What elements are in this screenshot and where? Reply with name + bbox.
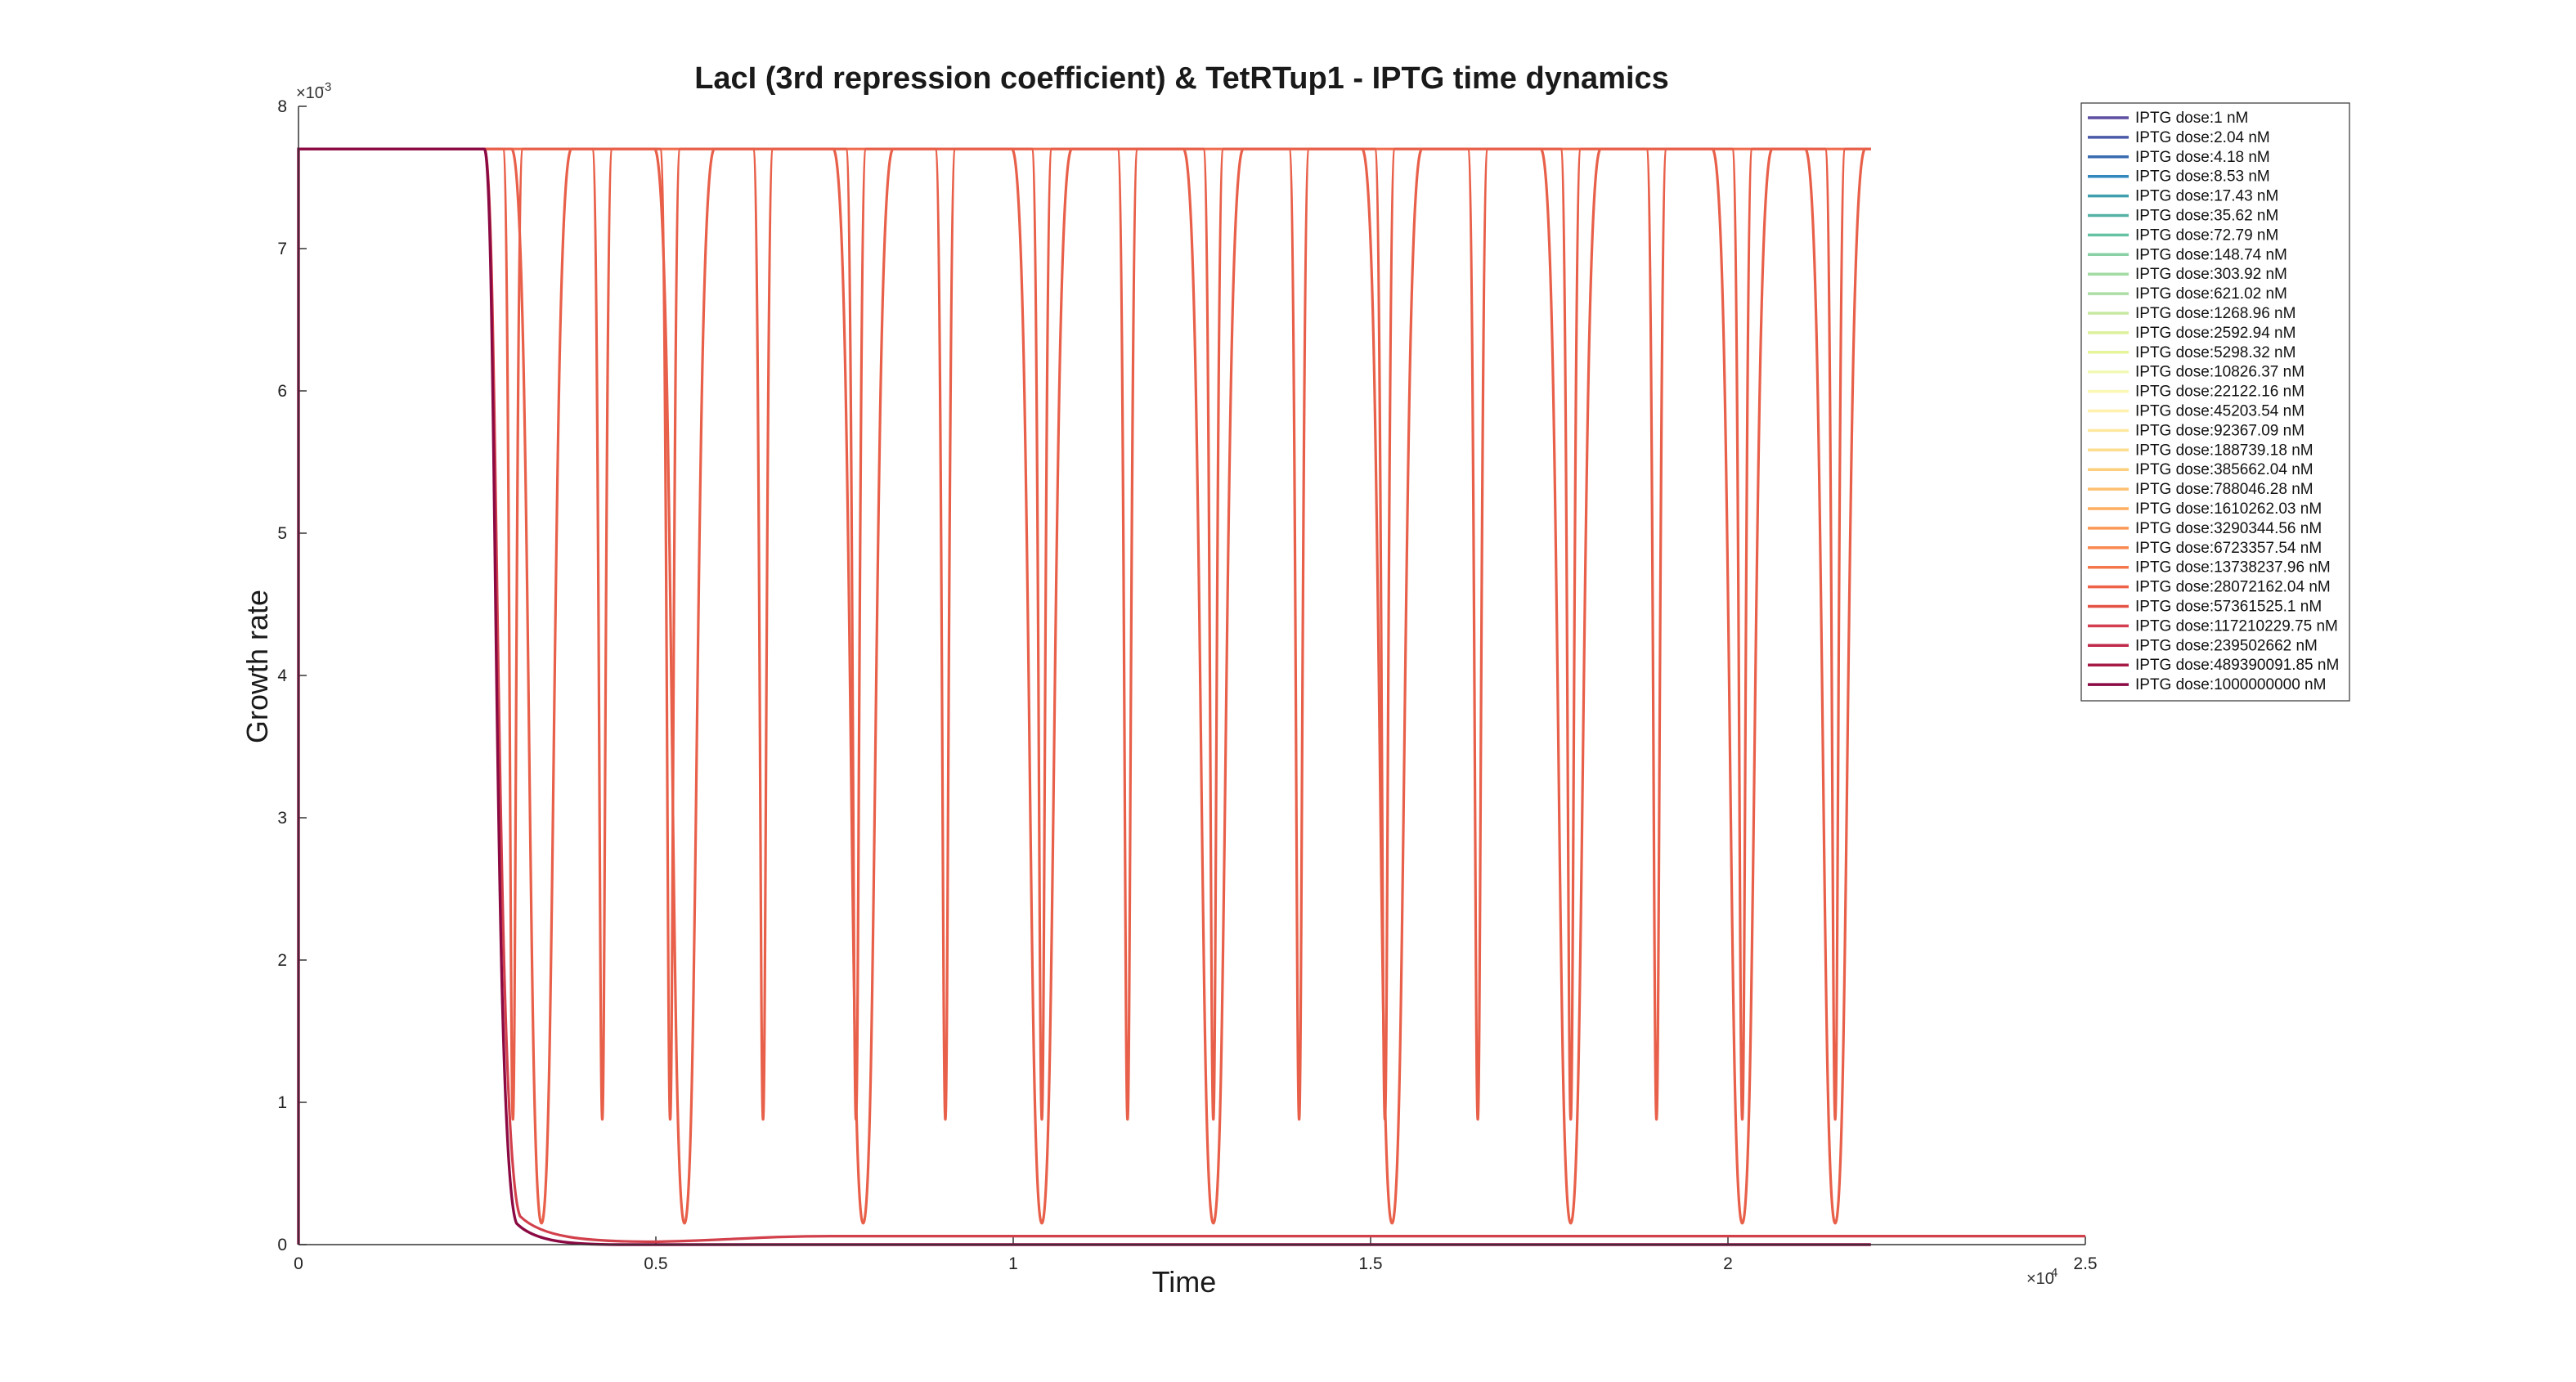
x-tick-label: 2 — [1723, 1254, 1733, 1273]
legend-entry: IPTG dose:72.79 nM — [2135, 227, 2278, 244]
legend-entry: IPTG dose:239502662 nM — [2135, 637, 2318, 654]
legend-entry: IPTG dose:8.53 nM — [2135, 168, 2270, 186]
y-tick-label: 7 — [277, 240, 287, 258]
legend-entry: IPTG dose:45203.54 nM — [2135, 403, 2304, 420]
legend-entry: IPTG dose:35.62 nM — [2135, 208, 2278, 225]
x-exponent-label: ×10 4 — [2026, 1266, 2058, 1288]
x-tick-label: 0.5 — [644, 1254, 667, 1273]
legend-entry: IPTG dose:5298.32 nM — [2135, 344, 2296, 361]
svg-text:-3: -3 — [321, 80, 331, 94]
legend-entry: IPTG dose:10826.37 nM — [2135, 364, 2304, 381]
svg-text:×10: ×10 — [2026, 1270, 2054, 1288]
legend-entry: IPTG dose:1610262.03 nM — [2135, 500, 2322, 518]
axes-frame — [298, 106, 2085, 1245]
legend-entry: IPTG dose:57361525.1 nM — [2135, 599, 2322, 616]
y-tick-label: 8 — [277, 97, 287, 116]
legend-entry: IPTG dose:303.92 nM — [2135, 266, 2287, 283]
x-tick-label: 1 — [1008, 1254, 1018, 1273]
svg-text:4: 4 — [2051, 1266, 2058, 1280]
series-line — [298, 147, 1871, 1121]
axis-ticks: 0 0.5 1 1.5 2 2.5 0 1 2 3 4 5 6 7 8 — [277, 97, 2097, 1273]
legend-entry: IPTG dose:28072162.04 nM — [2135, 579, 2331, 596]
x-tick-label: 2.5 — [2073, 1254, 2097, 1273]
legend-entry: IPTG dose:385662.04 nM — [2135, 461, 2313, 478]
legend-entry: IPTG dose:92367.09 nM — [2135, 422, 2304, 439]
x-tick-label: 1.5 — [1358, 1254, 1382, 1273]
y-tick-label: 6 — [277, 382, 287, 401]
legend-entry: IPTG dose:489390091.85 nM — [2135, 657, 2339, 674]
legend-entry: IPTG dose:2.04 nM — [2135, 129, 2270, 146]
x-tick-label: 0 — [294, 1254, 303, 1273]
series-line — [298, 147, 2085, 1244]
y-tick-label: 1 — [277, 1093, 287, 1112]
svg-text:×10: ×10 — [296, 84, 324, 102]
y-tick-label: 3 — [277, 809, 287, 828]
legend-entry: IPTG dose:6723357.54 nM — [2135, 540, 2322, 557]
legend-entry: IPTG dose:3290344.56 nM — [2135, 520, 2322, 537]
plot-lines — [297, 147, 2085, 1246]
legend-box — [2080, 102, 2350, 702]
legend-entry: IPTG dose:1000000000 nM — [2135, 676, 2326, 693]
y-exponent-label: ×10 -3 — [296, 80, 331, 102]
legend-entry: IPTG dose:1268.96 nM — [2135, 305, 2296, 322]
legend-entry: IPTG dose:621.02 nM — [2135, 285, 2287, 303]
y-tick-label: 2 — [277, 951, 287, 970]
legend-entry: IPTG dose:2592.94 nM — [2135, 325, 2296, 342]
y-axis-label: Growth rate — [240, 590, 274, 743]
series-line — [298, 147, 1871, 1225]
legend-entry: IPTG dose:22122.16 nM — [2135, 384, 2304, 401]
y-tick-label: 5 — [277, 524, 287, 543]
chart-title: LacI (3rd repression coefficient) & TetR… — [694, 61, 1669, 96]
legend-entry: IPTG dose:13738237.96 nM — [2135, 559, 2331, 577]
legend: IPTG dose:1 nM IPTG dose:2.04 nM IPTG dose… — [2080, 102, 2350, 702]
legend-entry: IPTG dose:1 nM — [2135, 110, 2248, 127]
legend-entry: IPTG dose:17.43 nM — [2135, 188, 2278, 205]
y-tick-label: 0 — [277, 1236, 287, 1254]
x-axis-label: Time — [1152, 1265, 1217, 1299]
legend-entry: IPTG dose:788046.28 nM — [2135, 481, 2313, 498]
y-tick-label: 4 — [277, 666, 287, 685]
legend-entry: IPTG dose:148.74 nM — [2135, 246, 2287, 263]
legend-entry: IPTG dose:117210229.75 nM — [2135, 617, 2338, 635]
legend-entry: IPTG dose:188739.18 nM — [2135, 442, 2313, 459]
legend-entry: IPTG dose:4.18 nM — [2135, 149, 2270, 166]
series-line — [297, 147, 1871, 1246]
